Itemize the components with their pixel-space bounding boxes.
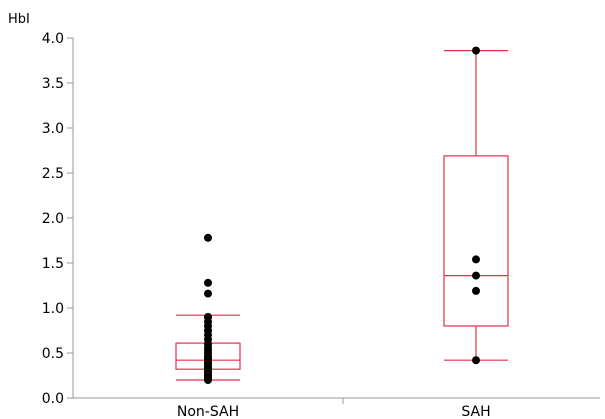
y-axis-title: HbI bbox=[8, 12, 30, 27]
y-tick-label: 0.5 bbox=[42, 346, 64, 362]
data-point bbox=[204, 313, 212, 321]
data-point bbox=[472, 255, 480, 264]
data-point bbox=[204, 278, 212, 287]
data-point bbox=[472, 356, 480, 365]
iqr-box bbox=[443, 155, 509, 327]
data-point bbox=[204, 233, 212, 242]
y-ticks: 0.0 0.5 1.0 1.5 2.0 2.5 3.0 3.5 4.0 bbox=[42, 31, 73, 407]
y-tick-label: 1.0 bbox=[42, 301, 64, 317]
y-tick-label: 4.0 bbox=[42, 31, 64, 47]
y-tick-label: 2.0 bbox=[42, 211, 64, 227]
y-tick-label: 1.5 bbox=[42, 256, 64, 272]
y-tick-label: 3.5 bbox=[42, 76, 64, 92]
box-sah bbox=[443, 49, 509, 361]
x-tick-labels: Non-SAH SAH bbox=[177, 404, 491, 419]
axes bbox=[72, 38, 600, 404]
boxes bbox=[175, 49, 509, 381]
data-point bbox=[472, 46, 480, 55]
y-tick-label: 2.5 bbox=[42, 166, 64, 182]
x-tick-label: Non-SAH bbox=[177, 404, 239, 419]
data-point bbox=[204, 289, 212, 298]
data-point bbox=[472, 271, 480, 280]
y-tick-label: 0.0 bbox=[42, 391, 64, 407]
y-tick-label: 3.0 bbox=[42, 121, 64, 137]
x-tick-label: SAH bbox=[461, 404, 490, 419]
data-point bbox=[472, 286, 480, 295]
data-points bbox=[204, 46, 480, 384]
